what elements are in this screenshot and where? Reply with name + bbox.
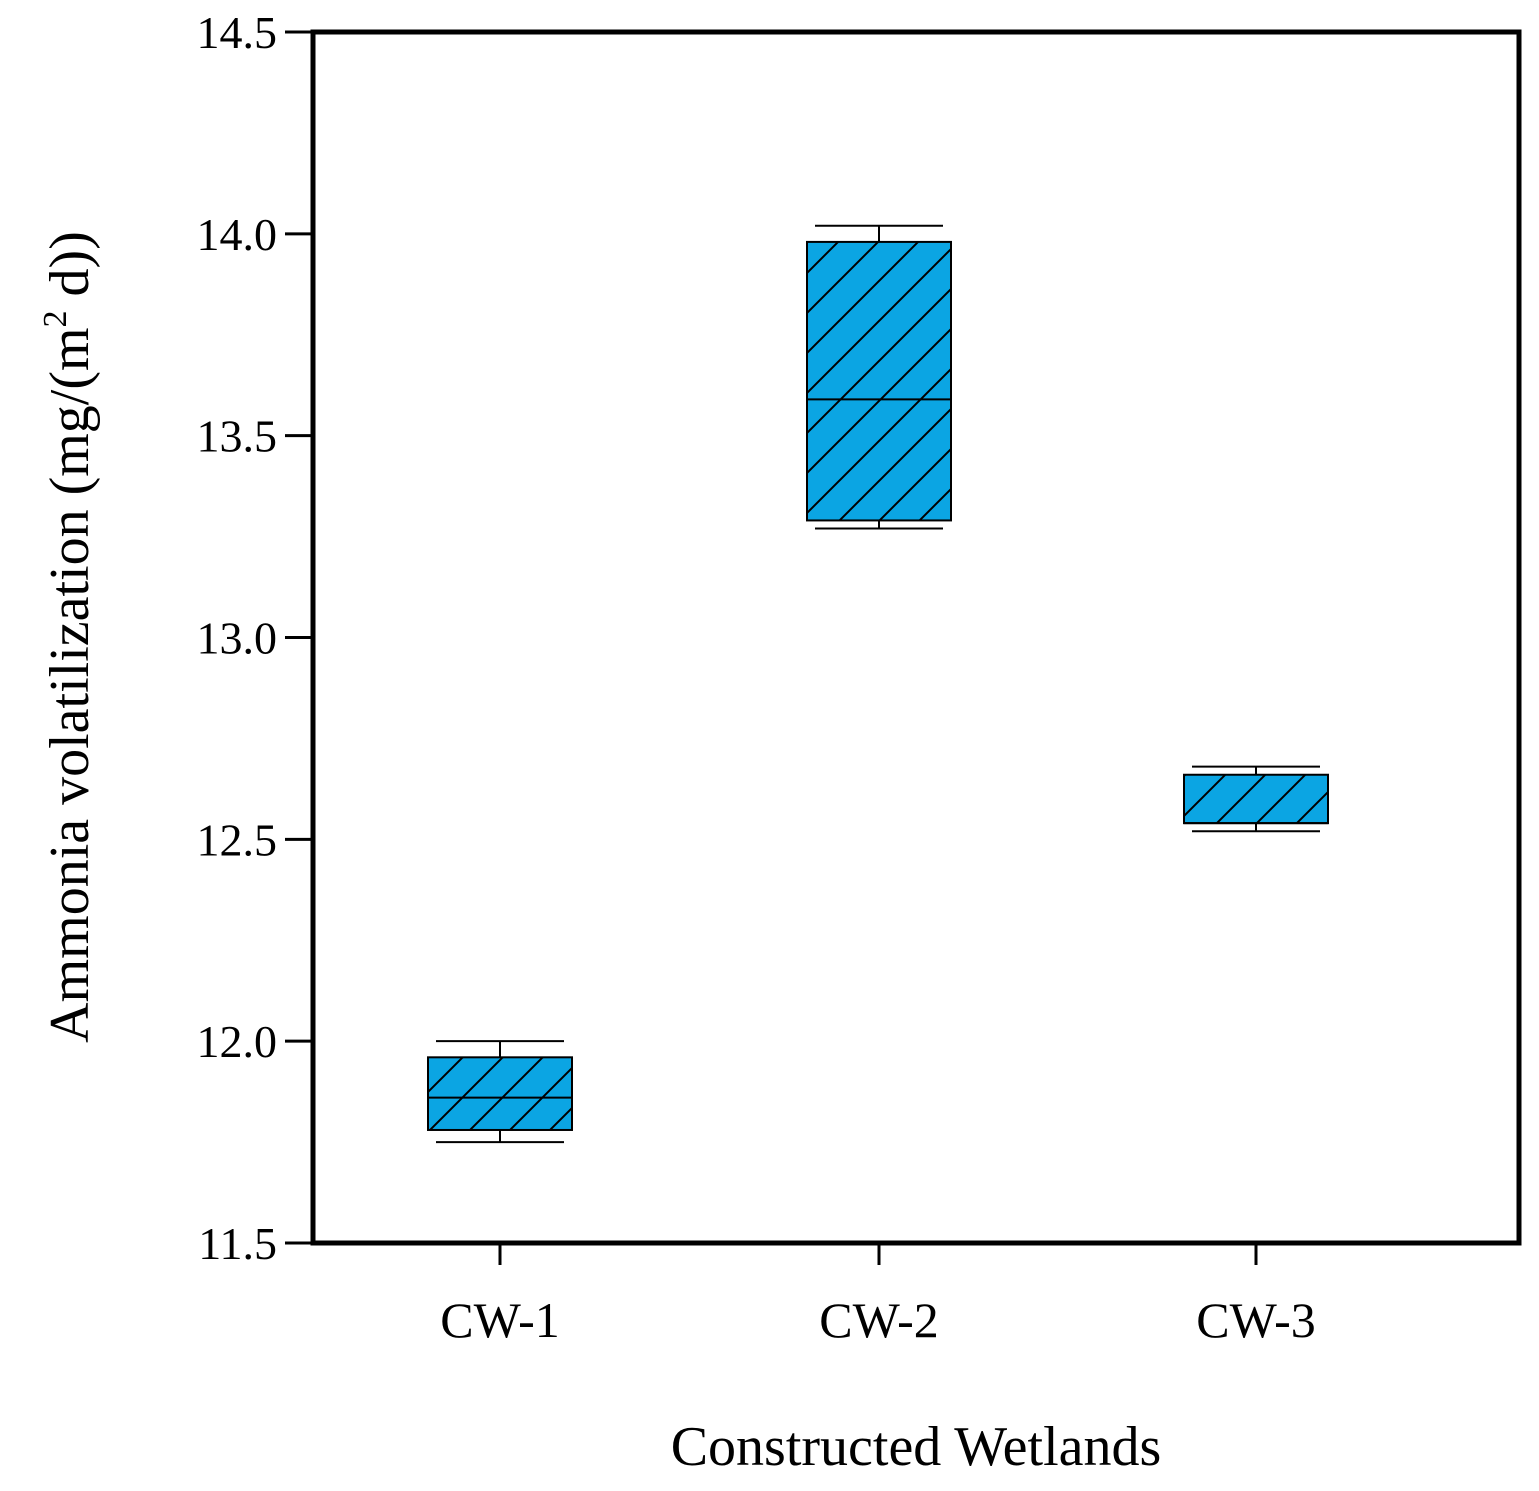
- y-tick-label: 11.5: [198, 1218, 277, 1269]
- y-axis-title-prefix: Ammonia volatilization (mg/(m: [39, 327, 101, 1042]
- y-tick-label: 13.0: [197, 613, 278, 664]
- y-tick-label: 12.5: [197, 814, 278, 865]
- x-tick-label: CW-3: [1196, 1292, 1315, 1348]
- y-tick-label: 14.0: [197, 209, 278, 260]
- y-axis-title: Ammonia volatilization (mg/(m2 d)): [37, 231, 101, 1043]
- y-axis-title-suffix: d)): [39, 231, 101, 310]
- box-cw-2: [806, 240, 952, 522]
- y-tick-label: 12.0: [197, 1016, 278, 1067]
- plot-layer: 11.5 12.0 12.5 13.0 13.5 14.0 14.5 CW-1 CW-2 CW-3: [197, 7, 1329, 1348]
- plot-frame: [310, 29, 1522, 1246]
- y-axis-title-superscript: 2: [37, 310, 74, 327]
- y-tick-label: 13.5: [197, 411, 278, 462]
- x-axis-title: Constructed Wetlands: [671, 1416, 1162, 1478]
- box-cw-3: [1183, 773, 1329, 825]
- box-cw-1: [427, 1056, 573, 1131]
- x-tick-label: CW-2: [819, 1292, 938, 1348]
- x-tick-label: CW-1: [440, 1292, 559, 1348]
- y-tick-label: 14.5: [197, 7, 278, 58]
